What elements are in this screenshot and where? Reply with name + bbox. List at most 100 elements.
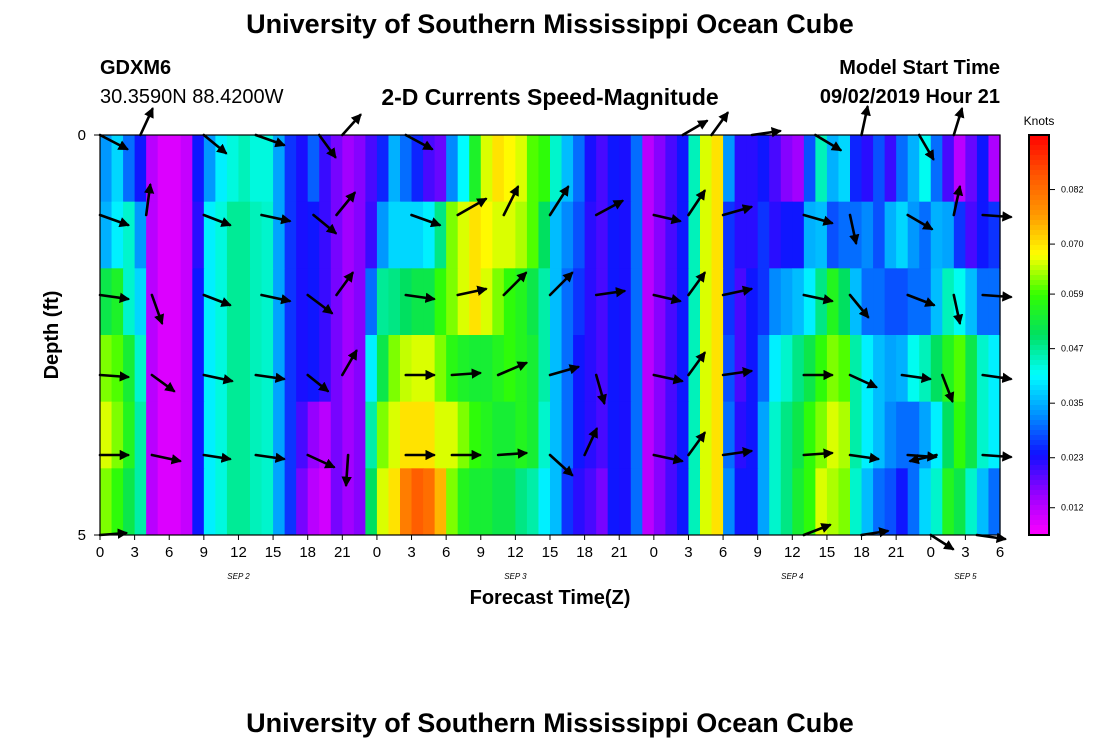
heatmap-cell xyxy=(180,401,193,469)
heatmap-cell xyxy=(769,268,782,336)
heatmap-cell xyxy=(907,401,920,469)
heatmap-cell xyxy=(988,135,1001,203)
heatmap-cell xyxy=(134,135,147,203)
heatmap-cell xyxy=(665,401,678,469)
heatmap-cell xyxy=(642,401,655,469)
heatmap-cell xyxy=(676,468,690,536)
heatmap-cell xyxy=(284,468,297,536)
heatmap-cell xyxy=(134,201,147,269)
heatmap-cell xyxy=(976,335,990,403)
heatmap-cell xyxy=(746,268,759,336)
heatmap-cell xyxy=(515,468,528,536)
heatmap-cell xyxy=(757,468,770,536)
heatmap-cell xyxy=(330,201,343,269)
colorbar-segment xyxy=(1029,175,1049,181)
colorbar-tick-label: 0.082 xyxy=(1061,185,1084,195)
heatmap-cell xyxy=(584,201,597,269)
heatmap-cell xyxy=(884,268,897,336)
heatmap-cell xyxy=(630,401,643,469)
heatmap-cell xyxy=(607,268,620,336)
heatmap-cell xyxy=(146,335,159,403)
current-vector xyxy=(306,293,334,315)
heatmap-cell xyxy=(515,401,528,469)
heatmap-cell xyxy=(746,401,759,469)
heatmap-cell xyxy=(538,401,551,469)
current-vector xyxy=(450,368,482,379)
heatmap-cell xyxy=(261,401,274,469)
colorbar-segment xyxy=(1029,495,1049,501)
heatmap-cell xyxy=(261,201,274,269)
heatmap-cell xyxy=(792,268,805,336)
current-vector xyxy=(814,133,843,152)
colorbar-segment xyxy=(1029,340,1049,346)
heatmap-cell xyxy=(376,468,390,536)
heatmap-cell xyxy=(965,401,978,469)
heatmap-cell xyxy=(411,335,424,403)
heatmap-cell xyxy=(815,401,828,469)
colorbar-segment xyxy=(1029,215,1049,221)
current-vector xyxy=(802,448,834,459)
colorbar-segment xyxy=(1029,400,1049,406)
heatmap-cell xyxy=(226,401,240,469)
heatmap-cell xyxy=(688,401,701,469)
heatmap-cell xyxy=(838,335,851,403)
heatmap-cell xyxy=(180,468,193,536)
heatmap-cell xyxy=(850,335,863,403)
current-vector xyxy=(202,293,232,307)
heatmap-cell xyxy=(169,401,182,469)
heatmap-cell xyxy=(815,135,828,203)
heatmap-cell xyxy=(111,201,124,269)
current-vector xyxy=(652,453,684,465)
colorbar-segment xyxy=(1029,370,1049,376)
heatmap-cell xyxy=(896,268,909,336)
current-vector xyxy=(594,373,607,405)
x-tick-label: 18 xyxy=(299,544,316,561)
current-vector xyxy=(929,533,955,551)
x-tick-label: 9 xyxy=(477,544,485,561)
current-vector xyxy=(335,271,354,297)
heatmap-cell xyxy=(976,401,990,469)
x-tick-label: 18 xyxy=(853,544,870,561)
heatmap-cell xyxy=(550,135,563,203)
heatmap-cell xyxy=(746,135,759,203)
current-vector xyxy=(548,185,570,217)
heatmap-cell xyxy=(861,335,874,403)
heatmap-cell xyxy=(769,335,782,403)
current-vector xyxy=(496,361,529,377)
heatmap-cell xyxy=(307,201,320,269)
current-vector xyxy=(340,349,358,377)
heatmap-cell xyxy=(250,268,263,336)
colorbar-segment xyxy=(1029,470,1049,476)
current-vector xyxy=(848,373,878,389)
heatmap-cell xyxy=(353,268,366,336)
heatmap-cell xyxy=(769,201,782,269)
heatmap-cell xyxy=(480,401,493,469)
colorbar-segment xyxy=(1029,505,1049,511)
current-vector xyxy=(254,452,286,463)
current-vector xyxy=(98,133,129,151)
heatmap-cell xyxy=(157,335,170,403)
current-vector xyxy=(848,452,881,463)
y-tick-label: 5 xyxy=(78,527,86,544)
heatmap-cell xyxy=(492,268,505,336)
heatmap-cell xyxy=(896,335,909,403)
heatmap-cell xyxy=(676,401,690,469)
heatmap-cell xyxy=(492,201,505,269)
colorbar-segment xyxy=(1029,405,1049,411)
heatmap-cell xyxy=(573,201,586,269)
current-vector xyxy=(652,373,684,385)
current-vector xyxy=(150,453,182,465)
current-vector xyxy=(721,285,754,297)
colorbar-segment xyxy=(1029,325,1049,331)
heatmap-cell xyxy=(746,468,759,536)
heatmap-cell xyxy=(826,335,840,403)
heatmap-cell xyxy=(180,135,193,203)
x-tick-label: 6 xyxy=(996,544,1004,561)
colorbar-segment xyxy=(1029,140,1049,146)
x-tick-label: 3 xyxy=(130,544,138,561)
heatmap-cell xyxy=(873,468,886,536)
current-vector xyxy=(981,291,1013,302)
heatmap-cell xyxy=(976,201,990,269)
current-vector xyxy=(802,293,834,305)
heatmap-cell xyxy=(261,268,274,336)
